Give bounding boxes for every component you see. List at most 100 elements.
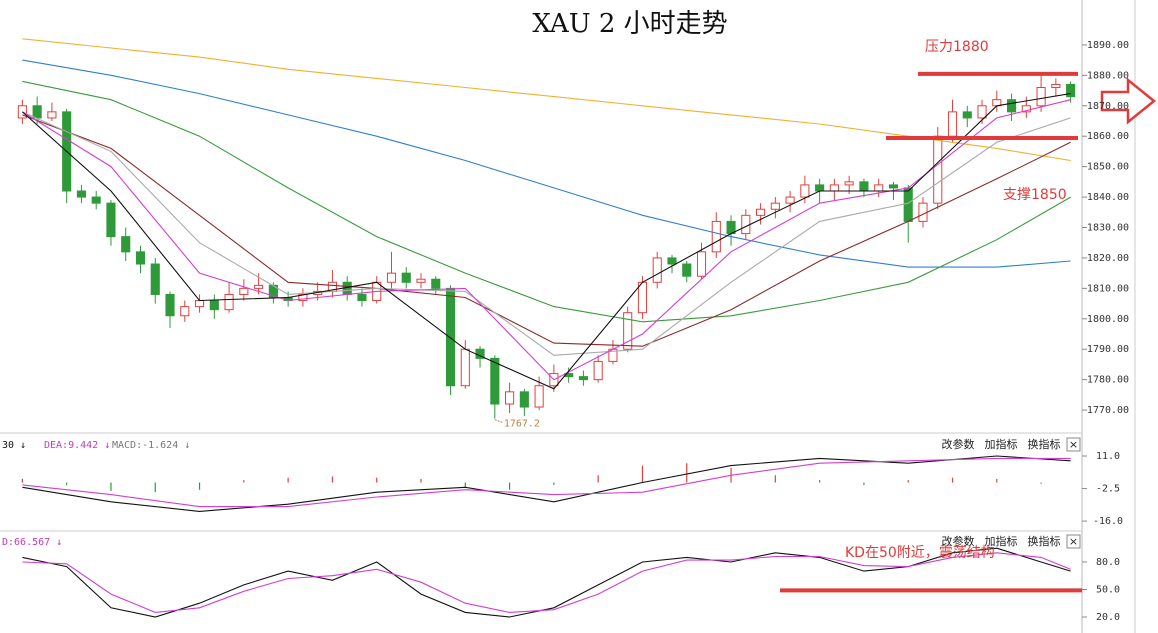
indicator-button[interactable]: 加指标 <box>985 437 1018 451</box>
low-marker <box>494 419 504 424</box>
y-tick-label: 1870.00 <box>1087 101 1129 112</box>
candle-body <box>445 287 456 387</box>
indicator-header: D:66.567 ↓ <box>2 537 62 548</box>
close-button[interactable]: × <box>1069 535 1078 548</box>
annotation: KD在50附近，震荡结构 <box>845 545 995 561</box>
candle-body <box>1051 83 1061 89</box>
candle-body <box>933 135 943 204</box>
candle-body <box>165 293 175 317</box>
macd-bar <box>641 465 644 483</box>
y-tick-label: -2.5 <box>1096 484 1120 495</box>
candle-body <box>150 263 160 295</box>
indicator-button[interactable]: 换指标 <box>1028 437 1061 451</box>
candle-body <box>1007 99 1017 113</box>
candle-body <box>91 196 101 204</box>
candle-body <box>815 184 825 192</box>
candle-body <box>637 281 648 314</box>
candle-body <box>416 278 426 283</box>
indicator-button[interactable]: 加指标 <box>985 534 1018 548</box>
y-tick-label: 1840.00 <box>1087 192 1129 203</box>
macd-bar <box>287 477 289 483</box>
y-tick-label: -16.0 <box>1093 516 1123 527</box>
candle-body <box>505 391 515 405</box>
indicator-line <box>22 111 1071 356</box>
candle-body <box>209 300 219 311</box>
candle-body <box>386 272 397 283</box>
candle-body <box>194 300 205 308</box>
indicator-button[interactable]: 改参数 <box>942 437 975 451</box>
candle-body <box>874 184 884 192</box>
indicator-line <box>22 114 1071 347</box>
candle-body <box>564 373 574 378</box>
indicator-line <box>22 455 1071 512</box>
candle-body <box>711 220 721 253</box>
indicator-button[interactable]: 换指标 <box>1028 534 1061 548</box>
candle-body <box>519 391 529 408</box>
y-tick-label: 1810.00 <box>1087 283 1129 294</box>
indicator-line <box>22 59 1071 268</box>
candle-body <box>682 263 692 277</box>
candle-body <box>756 208 766 216</box>
macd-bar <box>686 463 688 483</box>
macd-bar <box>154 482 156 493</box>
candle-body <box>667 257 677 265</box>
candle-body <box>76 190 86 198</box>
candle-body <box>401 272 411 283</box>
y-tick-label: 1820.00 <box>1087 253 1129 264</box>
y-tick-label: 1800.00 <box>1087 314 1129 325</box>
macd-bar <box>819 480 821 483</box>
candle-body <box>534 385 544 408</box>
candle-body <box>859 181 869 192</box>
candle-body <box>106 202 116 238</box>
macd-bar <box>376 477 378 483</box>
macd-bar <box>110 482 112 491</box>
candle-body <box>844 181 854 186</box>
y-tick-label: 80.0 <box>1096 557 1120 568</box>
y-tick-label: 11.0 <box>1096 451 1120 462</box>
indicator-button[interactable]: 改参数 <box>942 534 975 548</box>
candle-body <box>888 184 899 189</box>
candle-body <box>623 312 633 350</box>
close-button-box[interactable] <box>1066 534 1081 549</box>
macd-bar <box>66 482 68 485</box>
macd-bar <box>996 478 998 483</box>
indicator-line <box>22 457 1071 508</box>
candle-body <box>696 251 707 277</box>
y-tick-label: 1780.00 <box>1087 375 1129 386</box>
candle-body <box>593 360 603 381</box>
macd-bar <box>951 477 954 483</box>
low-label: 1767.2 <box>504 419 540 430</box>
close-button[interactable]: × <box>1069 438 1078 451</box>
candle-body <box>224 293 234 311</box>
y-tick-label: 1790.00 <box>1087 344 1129 355</box>
macd-bar <box>863 482 865 485</box>
candle-body <box>785 196 795 204</box>
indicator-line <box>22 99 1071 381</box>
annotation: 压力1880 <box>925 39 989 55</box>
macd-bar <box>243 480 245 483</box>
close-button-box[interactable] <box>1066 437 1081 452</box>
macd-bar <box>331 476 334 483</box>
candle-body <box>918 202 928 222</box>
y-tick-label: 1860.00 <box>1087 131 1129 142</box>
macd-bar <box>464 482 466 488</box>
y-tick-label: 50.0 <box>1096 584 1120 595</box>
macd-bar <box>21 478 23 483</box>
candle-body <box>47 111 57 119</box>
macd-bar <box>420 478 422 483</box>
candle-body <box>1036 87 1046 107</box>
macd-bar <box>907 480 909 483</box>
candle-body <box>239 287 249 295</box>
indicator-line <box>22 93 1071 390</box>
indicator-line <box>22 552 1071 613</box>
candle-body <box>800 184 810 198</box>
indicator-line <box>22 80 1071 323</box>
indicator-header: DEA:9.442 ↓ <box>44 440 110 451</box>
candle-body <box>32 105 42 119</box>
macd-bar <box>1040 482 1042 484</box>
candle-body <box>977 105 987 119</box>
macd-bar <box>597 475 599 483</box>
candle-body <box>431 278 441 289</box>
candle-body <box>17 105 27 119</box>
